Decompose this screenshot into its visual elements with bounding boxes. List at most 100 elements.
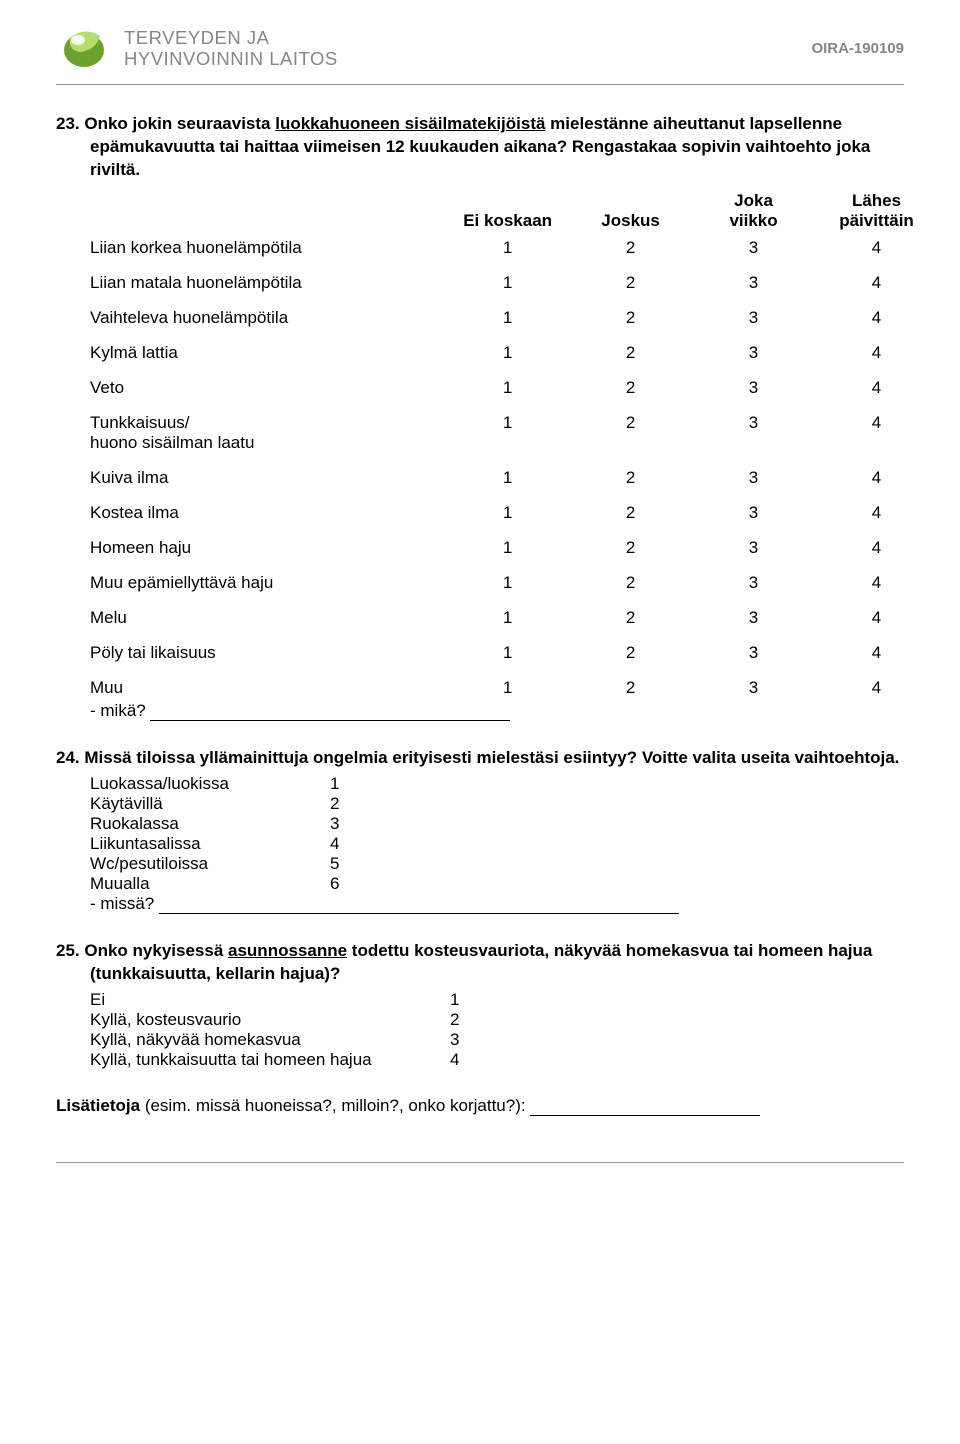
q23-cell[interactable]: 4 <box>815 528 938 563</box>
q23-cell[interactable]: 3 <box>692 298 815 333</box>
q23-col2-l2: viikko <box>729 211 777 230</box>
table-row: Vaihteleva huonelämpötila1234 <box>90 298 938 333</box>
q23-cell[interactable]: 3 <box>692 528 815 563</box>
q24-missa-input-line[interactable] <box>159 896 679 914</box>
option-label: Ei <box>90 990 450 1010</box>
q23-cell[interactable]: 3 <box>692 458 815 493</box>
list-item[interactable]: Wc/pesutiloissa5 <box>90 854 904 874</box>
q23-cell[interactable]: 4 <box>815 368 938 403</box>
q23-cell[interactable]: 1 <box>446 563 569 598</box>
list-item[interactable]: Ruokalassa3 <box>90 814 904 834</box>
option-label: Muualla <box>90 874 330 894</box>
q23-mika-input-line[interactable] <box>150 703 510 721</box>
q23-cell[interactable]: 1 <box>446 263 569 298</box>
q23-row-label: Veto <box>90 368 446 403</box>
q23-col-1: Joskus <box>569 186 692 236</box>
list-item[interactable]: Luokassa/luokissa1 <box>90 774 904 794</box>
extra-label: Lisätietoja <box>56 1096 140 1115</box>
option-number: 2 <box>450 1010 459 1030</box>
org-name: TERVEYDEN JA HYVINVOINNIN LAITOS <box>124 27 338 70</box>
q23-cell[interactable]: 4 <box>815 633 938 668</box>
q23-cell[interactable]: 1 <box>446 298 569 333</box>
q23-header-blank <box>90 186 446 236</box>
option-number: 3 <box>330 814 339 834</box>
q23-cell[interactable]: 2 <box>569 333 692 368</box>
q23-cell[interactable]: 2 <box>569 298 692 333</box>
q23-row-label: Homeen haju <box>90 528 446 563</box>
option-number: 1 <box>450 990 459 1010</box>
list-item[interactable]: Kyllä, kosteusvaurio2 <box>90 1010 904 1030</box>
q23-cell[interactable]: 4 <box>815 236 938 263</box>
q23-cell[interactable]: 3 <box>692 633 815 668</box>
q23-cell[interactable]: 4 <box>815 493 938 528</box>
q25-underlined: asunnossanne <box>228 941 347 960</box>
q23-cell[interactable]: 4 <box>815 298 938 333</box>
q23-cell[interactable]: 2 <box>569 563 692 598</box>
q23-cell[interactable]: 4 <box>815 403 938 458</box>
q23-cell[interactable]: 4 <box>815 563 938 598</box>
extra-input-line[interactable] <box>530 1098 760 1116</box>
q23-cell[interactable]: 2 <box>569 598 692 633</box>
q23-cell[interactable]: 3 <box>692 368 815 403</box>
q23-cell[interactable]: 2 <box>569 403 692 458</box>
list-item[interactable]: Käytävillä2 <box>90 794 904 814</box>
q23-row-label: Pöly tai likaisuus <box>90 633 446 668</box>
q23-cell[interactable]: 1 <box>446 458 569 493</box>
q23-cell[interactable]: 1 <box>446 368 569 403</box>
q23-cell[interactable]: 4 <box>815 458 938 493</box>
q23-pre: Onko jokin seuraavista <box>84 114 275 133</box>
q23-cell[interactable]: 2 <box>569 236 692 263</box>
option-label: Kyllä, tunkkaisuutta tai homeen hajua <box>90 1050 450 1070</box>
q23-col3-l2: päivittäin <box>839 211 914 230</box>
q23-cell[interactable]: 2 <box>569 528 692 563</box>
q23-cell[interactable]: 3 <box>692 563 815 598</box>
q23-cell[interactable]: 1 <box>446 403 569 458</box>
option-number: 5 <box>330 854 339 874</box>
q23-cell[interactable]: 2 <box>569 668 692 703</box>
q23-cell[interactable]: 3 <box>692 403 815 458</box>
q23-cell[interactable]: 1 <box>446 493 569 528</box>
option-number: 2 <box>330 794 339 814</box>
table-row: Tunkkaisuus/ huono sisäilman laatu1234 <box>90 403 938 458</box>
q23-cell[interactable]: 4 <box>815 598 938 633</box>
table-row: Muu epämiellyttävä haju1234 <box>90 563 938 598</box>
q23-cell[interactable]: 2 <box>569 458 692 493</box>
q23-cell[interactable]: 1 <box>446 333 569 368</box>
list-item[interactable]: Muualla6 <box>90 874 904 894</box>
org-line2: HYVINVOINNIN LAITOS <box>124 48 338 69</box>
table-row: Muu1234 <box>90 668 938 703</box>
q23-cell[interactable]: 4 <box>815 263 938 298</box>
q23-cell[interactable]: 1 <box>446 598 569 633</box>
q23-cell[interactable]: 3 <box>692 598 815 633</box>
q23-cell[interactable]: 4 <box>815 333 938 368</box>
table-row: Liian korkea huonelämpötila1234 <box>90 236 938 263</box>
q23-cell[interactable]: 1 <box>446 236 569 263</box>
q23-cell[interactable]: 2 <box>569 368 692 403</box>
q23-cell[interactable]: 3 <box>692 668 815 703</box>
q23-cell[interactable]: 4 <box>815 668 938 703</box>
q23-col0-l1: Ei koskaan <box>463 211 552 230</box>
q23-mika-label: - mikä? <box>90 701 146 720</box>
q23-cell[interactable]: 1 <box>446 633 569 668</box>
table-row: Kostea ilma1234 <box>90 493 938 528</box>
q23-cell[interactable]: 3 <box>692 493 815 528</box>
q23-cell[interactable]: 1 <box>446 528 569 563</box>
q23-cell[interactable]: 3 <box>692 263 815 298</box>
list-item[interactable]: Kyllä, tunkkaisuutta tai homeen hajua4 <box>90 1050 904 1070</box>
q23-cell[interactable]: 3 <box>692 236 815 263</box>
q23-cell[interactable]: 2 <box>569 263 692 298</box>
q23-row-label: Melu <box>90 598 446 633</box>
q24-text: 24. Missä tiloissa yllämainittuja ongelm… <box>90 747 904 770</box>
q23-cell[interactable]: 3 <box>692 333 815 368</box>
q23-cell[interactable]: 2 <box>569 493 692 528</box>
q23-cell[interactable]: 2 <box>569 633 692 668</box>
q23-cell[interactable]: 1 <box>446 668 569 703</box>
option-label: Käytävillä <box>90 794 330 814</box>
logo-block: TERVEYDEN JA HYVINVOINNIN LAITOS <box>56 24 338 72</box>
table-row: Homeen haju1234 <box>90 528 938 563</box>
list-item[interactable]: Kyllä, näkyvää homekasvua3 <box>90 1030 904 1050</box>
q23-col-0: Ei koskaan <box>446 186 569 236</box>
option-number: 6 <box>330 874 339 894</box>
list-item[interactable]: Ei1 <box>90 990 904 1010</box>
list-item[interactable]: Liikuntasalissa4 <box>90 834 904 854</box>
